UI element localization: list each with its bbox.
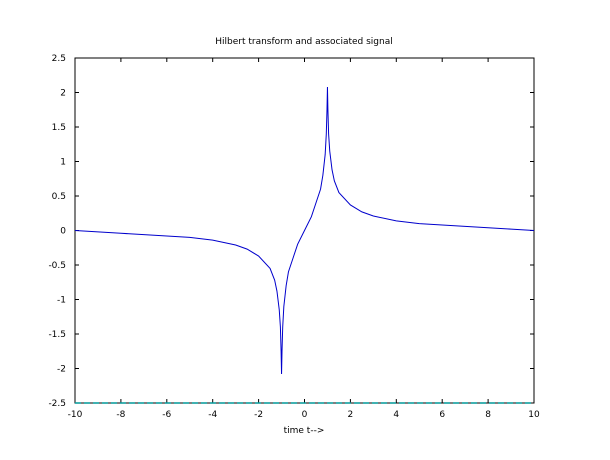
y-tick-label: -2.5 bbox=[48, 399, 66, 409]
y-tick-label: -0.5 bbox=[48, 261, 66, 271]
y-tick-label: 1 bbox=[60, 158, 66, 168]
ticks: -10 -8 -6 -4 -2 0 2 4 6 8 10 -2.5 -2 -1.5 -1 -0.5 0 0.5 1 1… bbox=[48, 54, 540, 420]
series-layer bbox=[74, 86, 535, 404]
y-tick-label: 2.5 bbox=[52, 54, 66, 64]
chart-title: Hilbert transform and associated signal bbox=[215, 37, 393, 47]
y-tick-label: 2 bbox=[60, 89, 66, 99]
y-tick-label: 0 bbox=[60, 227, 66, 237]
x-tick-label: -6 bbox=[162, 410, 171, 420]
y-tick-label: 0.5 bbox=[52, 192, 66, 202]
x-tick-label: 2 bbox=[348, 410, 354, 420]
x-tick-label: -2 bbox=[254, 410, 263, 420]
y-tick-label: -2 bbox=[57, 365, 66, 375]
x-tick-label: 6 bbox=[439, 410, 445, 420]
x-tick-label: 0 bbox=[302, 410, 308, 420]
x-tick-label: -8 bbox=[116, 410, 125, 420]
y-tick-label: -1 bbox=[57, 296, 66, 306]
x-tick-label: 8 bbox=[485, 410, 491, 420]
x-tick-label: 10 bbox=[528, 410, 540, 420]
series-line-0 bbox=[74, 86, 535, 375]
y-tick-label: -1.5 bbox=[48, 330, 66, 340]
y-tick-label: 1.5 bbox=[52, 123, 66, 133]
x-tick-label: 4 bbox=[393, 410, 399, 420]
x-axis-label: time t--> bbox=[284, 426, 325, 436]
x-tick-label: -10 bbox=[68, 410, 83, 420]
x-tick-label: -4 bbox=[208, 410, 217, 420]
